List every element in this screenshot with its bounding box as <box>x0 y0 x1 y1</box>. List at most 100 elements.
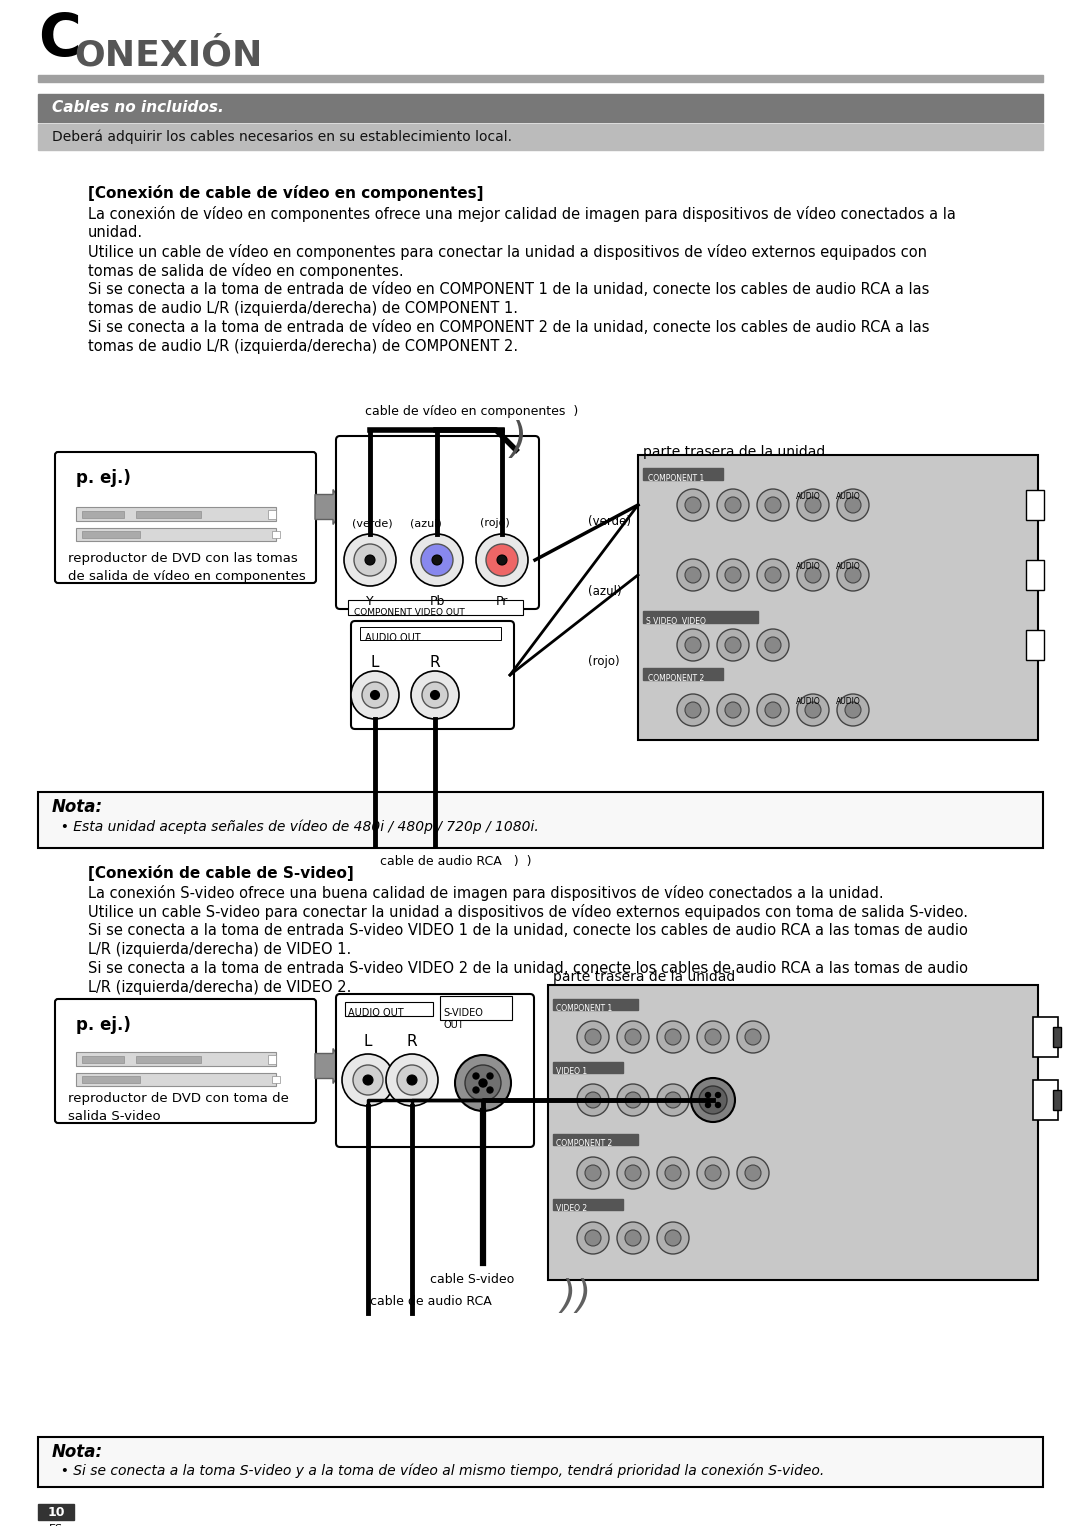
Circle shape <box>657 1083 689 1116</box>
Text: AUDIO: AUDIO <box>796 697 821 707</box>
Bar <box>1053 1090 1061 1109</box>
Bar <box>440 996 512 1019</box>
Text: Utilice un cable de vídeo en componentes para conectar la unidad a dispositivos : Utilice un cable de vídeo en componentes… <box>87 244 927 259</box>
Circle shape <box>725 497 741 513</box>
Text: p. ej.): p. ej.) <box>76 468 131 487</box>
Text: R: R <box>407 1035 417 1048</box>
Circle shape <box>845 497 861 513</box>
Circle shape <box>805 568 821 583</box>
Text: [Conexión de cable de vídeo en componentes]: [Conexión de cable de vídeo en component… <box>87 185 484 201</box>
Circle shape <box>685 636 701 653</box>
Circle shape <box>765 636 781 653</box>
Text: parte trasera de la unidad: parte trasera de la unidad <box>643 446 825 459</box>
Circle shape <box>370 690 379 699</box>
Bar <box>1026 630 1044 661</box>
Text: AUDIO: AUDIO <box>796 562 821 571</box>
Circle shape <box>665 1230 681 1247</box>
Text: unidad.: unidad. <box>87 224 144 240</box>
Text: Pr: Pr <box>496 595 509 607</box>
Text: (rojo): (rojo) <box>480 517 510 528</box>
Circle shape <box>685 702 701 719</box>
FancyBboxPatch shape <box>55 1000 316 1123</box>
Bar <box>82 1076 140 1083</box>
Text: cable de audio RCA   )  ): cable de audio RCA ) ) <box>380 855 531 868</box>
Circle shape <box>677 559 708 591</box>
Text: (verde): (verde) <box>588 514 631 528</box>
Text: COMPONENT 1: COMPONENT 1 <box>648 475 704 484</box>
FancyArrow shape <box>315 490 345 525</box>
Bar <box>553 1000 638 1010</box>
Text: Deberá adquirir los cables necesarios en su establecimiento local.: Deberá adquirir los cables necesarios en… <box>52 130 512 145</box>
Bar <box>1026 490 1044 520</box>
Bar <box>82 531 140 539</box>
Circle shape <box>432 555 442 565</box>
Circle shape <box>585 1164 600 1181</box>
Circle shape <box>665 1164 681 1181</box>
Circle shape <box>657 1021 689 1053</box>
Text: La conexión S-video ofrece una buena calidad de imagen para dispositivos de víde: La conexión S-video ofrece una buena cal… <box>87 885 883 900</box>
Text: cable de vídeo en componentes  ): cable de vídeo en componentes ) <box>365 404 578 418</box>
Circle shape <box>805 497 821 513</box>
Circle shape <box>725 702 741 719</box>
Text: Nota:: Nota: <box>52 1444 103 1460</box>
Text: cable S-video: cable S-video <box>430 1273 514 1286</box>
Text: ): ) <box>561 1277 576 1315</box>
Circle shape <box>577 1157 609 1189</box>
Circle shape <box>362 682 388 708</box>
Circle shape <box>625 1164 642 1181</box>
Circle shape <box>363 1074 373 1085</box>
Text: (verde): (verde) <box>352 517 393 528</box>
Bar <box>553 1134 638 1144</box>
Text: AUDIO: AUDIO <box>836 562 861 571</box>
Bar <box>38 75 1043 82</box>
Text: reproductor de DVD con las tomas: reproductor de DVD con las tomas <box>68 552 298 565</box>
Circle shape <box>342 1054 394 1106</box>
Circle shape <box>685 497 701 513</box>
Circle shape <box>797 694 829 726</box>
Circle shape <box>677 694 708 726</box>
Bar <box>38 95 1043 122</box>
Circle shape <box>487 1073 492 1079</box>
Circle shape <box>665 1093 681 1108</box>
Text: AUDIO OUT: AUDIO OUT <box>365 633 420 642</box>
Circle shape <box>705 1093 711 1097</box>
FancyBboxPatch shape <box>38 792 1043 848</box>
Text: tomas de audio L/R (izquierda/derecha) de COMPONENT 2.: tomas de audio L/R (izquierda/derecha) d… <box>87 339 518 354</box>
FancyBboxPatch shape <box>336 436 539 609</box>
Circle shape <box>665 1029 681 1045</box>
Circle shape <box>837 488 869 520</box>
Bar <box>136 511 201 517</box>
Text: tomas de salida de vídeo en componentes.: tomas de salida de vídeo en componentes. <box>87 262 404 279</box>
Text: VIDEO 1: VIDEO 1 <box>556 1067 588 1076</box>
Bar <box>76 1073 276 1087</box>
Text: salida S-video: salida S-video <box>68 1109 161 1123</box>
Circle shape <box>845 702 861 719</box>
Circle shape <box>585 1093 600 1108</box>
Circle shape <box>737 1157 769 1189</box>
Circle shape <box>431 690 440 699</box>
Circle shape <box>691 1077 735 1122</box>
Bar <box>38 124 1043 150</box>
Circle shape <box>365 555 375 565</box>
Bar <box>76 507 276 520</box>
Text: COMPONENT 2: COMPONENT 2 <box>556 1138 612 1148</box>
Text: Si se conecta a la toma de entrada de vídeo en COMPONENT 1 de la unidad, conecte: Si se conecta a la toma de entrada de ví… <box>87 282 930 298</box>
Bar <box>38 1505 75 1520</box>
Bar <box>638 455 1038 740</box>
Text: [Conexión de cable de S-video]: [Conexión de cable de S-video] <box>87 865 354 881</box>
Bar <box>1032 1016 1058 1058</box>
Circle shape <box>705 1029 721 1045</box>
Text: 10: 10 <box>48 1506 65 1518</box>
Text: La conexión de vídeo en componentes ofrece una mejor calidad de imagen para disp: La conexión de vídeo en componentes ofre… <box>87 206 956 221</box>
Text: (rojo): (rojo) <box>588 655 620 668</box>
Circle shape <box>715 1102 720 1108</box>
Text: parte trasera de la unidad: parte trasera de la unidad <box>553 971 735 984</box>
Bar <box>272 531 280 539</box>
Circle shape <box>737 1021 769 1053</box>
Text: COMPONENT 1: COMPONENT 1 <box>556 1004 612 1013</box>
Text: AUDIO: AUDIO <box>796 491 821 501</box>
Text: Si se conecta a la toma de entrada S-video VIDEO 1 de la unidad, conecte los cab: Si se conecta a la toma de entrada S-vid… <box>87 923 968 938</box>
Text: R: R <box>430 655 441 670</box>
Bar <box>82 511 124 517</box>
Bar <box>82 1056 124 1064</box>
